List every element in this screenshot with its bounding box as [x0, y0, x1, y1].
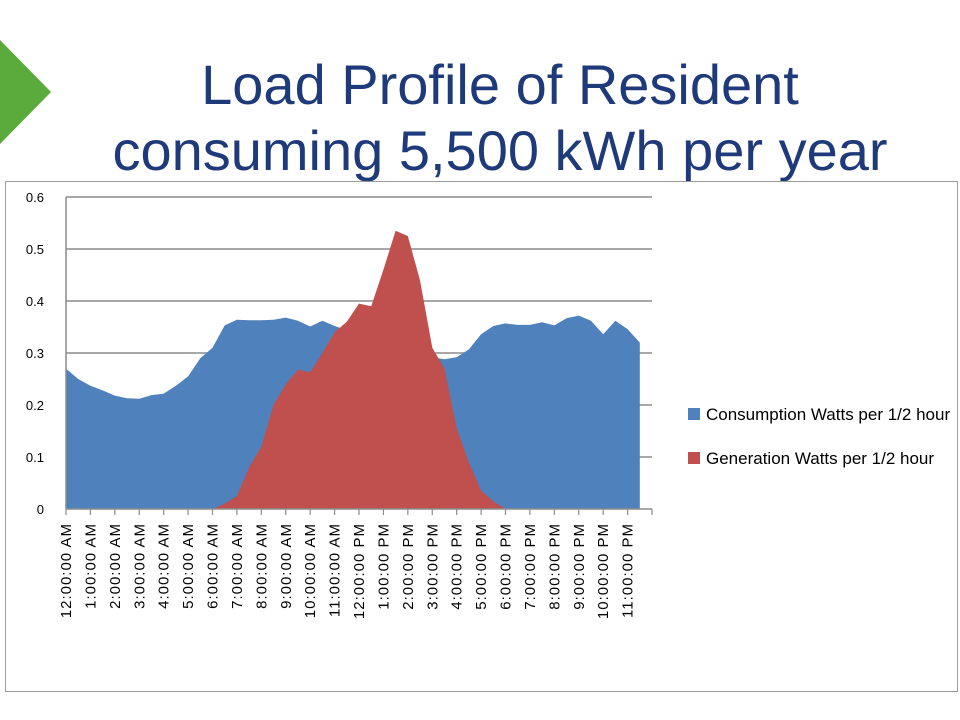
x-tick-label: 3:00:00 AM [131, 523, 148, 609]
x-tick-label: 1:00:00 PM [375, 523, 392, 610]
x-tick-label: 7:00:00 AM [229, 523, 246, 609]
x-tick-label: 4:00:00 PM [449, 523, 466, 610]
x-tick-label: 6:00:00 AM [205, 523, 222, 609]
slide-accent-arrow-icon [0, 40, 51, 144]
legend-swatch [688, 408, 700, 420]
x-tick-label: 11:00:00 PM [620, 523, 637, 618]
x-tick-label: 8:00:00 AM [253, 523, 270, 609]
y-tick-label: 0.1 [26, 450, 44, 465]
legend-label: Consumption Watts per 1/2 hour [706, 405, 950, 424]
series-area-generation [66, 230, 640, 510]
y-tick-label: 0.4 [26, 294, 44, 309]
x-tick-label: 5:00:00 PM [473, 523, 490, 610]
axes [65, 197, 653, 515]
y-tick-labels: 0 0.1 0.2 0.3 0.4 0.5 0.6 [26, 190, 44, 517]
legend-swatch [688, 452, 700, 464]
x-tick-labels: 12:00:00 AM 1:00:00 AM 2:00:00 AM 3:00:00 A… [58, 523, 637, 619]
x-tick-label: 9:00:00 AM [278, 523, 295, 609]
x-tick-label: 5:00:00 AM [180, 523, 197, 609]
x-tick-label: 9:00:00 PM [571, 523, 588, 610]
chart-frame: 0 0.1 0.2 0.3 0.4 0.5 0.6 12:00:00 AM 1:00:00 A… [5, 181, 958, 692]
x-tick-label: 2:00:00 PM [400, 523, 417, 610]
x-tick-label: 3:00:00 PM [424, 523, 441, 610]
x-tick-label: 11:00:00 AM [327, 523, 344, 617]
x-tick-label: 1:00:00 AM [82, 523, 99, 609]
series-areas [66, 230, 640, 510]
slide-title-line-2: consuming 5,500 kWh per year [112, 119, 888, 182]
x-tick-label: 12:00:00 AM [58, 523, 75, 618]
slide-title: Load Profile of Resident consuming 5,500… [60, 52, 940, 184]
y-tick-label: 0.6 [26, 190, 44, 205]
y-tick-label: 0.3 [26, 346, 44, 361]
legend-label: Generation Watts per 1/2 hour [706, 449, 934, 468]
y-tick-label: 0.5 [26, 242, 44, 257]
x-tick-label: 2:00:00 AM [107, 523, 124, 609]
y-tick-label: 0 [37, 502, 44, 517]
x-tick-label: 10:00:00 PM [595, 523, 612, 619]
accent-arrow-shape [0, 40, 51, 144]
area-chart: 0 0.1 0.2 0.3 0.4 0.5 0.6 12:00:00 AM 1:00:00 A… [26, 190, 951, 619]
x-tick-label: 6:00:00 PM [498, 523, 515, 610]
y-tick-label: 0.2 [26, 398, 44, 413]
x-tick-label: 10:00:00 AM [302, 523, 319, 618]
x-tick-label: 4:00:00 AM [156, 523, 173, 609]
x-tick-label: 12:00:00 PM [351, 523, 368, 619]
x-tick-label: 8:00:00 PM [546, 523, 563, 610]
slide-title-line-1: Load Profile of Resident [201, 53, 799, 116]
x-tick-label: 7:00:00 PM [522, 523, 539, 610]
legend: Consumption Watts per 1/2 hour Generation… [688, 405, 950, 468]
